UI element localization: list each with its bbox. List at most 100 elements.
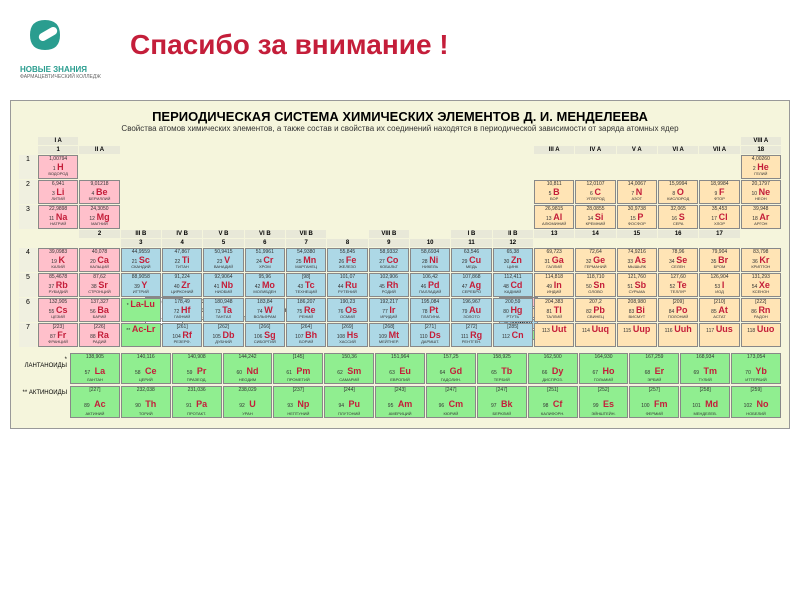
element-Si: 28,085514 SiКРЕМНИЙ xyxy=(575,205,615,229)
element-Tm: 168,93469 TmТУЛИЙ xyxy=(680,353,730,384)
element-Bk: [247]97 BkБЕРКЛИЙ xyxy=(477,386,527,417)
element-Mg: 24,305012 MgМАГНИЙ xyxy=(79,205,119,229)
element-Br: 79,90435 BrБРОМ xyxy=(699,248,739,272)
element-Ar: 39,94818 ArАРГОН xyxy=(741,205,781,229)
element-Re: 186,20775 ReРЕНИЙ xyxy=(286,298,326,322)
element-Tl: 204,38381 TlТАЛЛИЙ xyxy=(534,298,574,322)
element-Kr: 83,79836 KrКРИПТОН xyxy=(741,248,781,272)
element-Ti: 47,86722 TiТИТАН xyxy=(162,248,202,272)
element-Bh: [264]107 BhБОРИЙ xyxy=(286,323,326,347)
element-S: 32,06516 SСЕРА xyxy=(658,205,698,229)
table-title: ПЕРИОДИЧЕСКАЯ СИСТЕМА ХИМИЧЕСКИХ ЭЛЕМЕНТ… xyxy=(19,109,781,124)
element-Os: 190,2376 OsОСМИЙ xyxy=(327,298,367,322)
element-Nb: 92,906441 NbНИОБИЙ xyxy=(203,273,243,297)
element-Cl: 35,45317 ClХЛОР xyxy=(699,205,739,229)
element-Er: 167,25968 ErЭРБИЙ xyxy=(629,353,679,384)
element-Uut: 113 Uut xyxy=(534,323,574,347)
element-Rg: [272]111 RgРЕНТГЕН. xyxy=(451,323,491,347)
element-F: 18,99849 FФТОР xyxy=(699,180,739,204)
element-In: 114,81849 InИНДИЙ xyxy=(534,273,574,297)
element-Uuh: 116 Uuh xyxy=(658,323,698,347)
element-Ra: [226]88 RaРАДИЙ xyxy=(79,323,119,347)
element-Te: 127,6052 TeТЕЛЛУР xyxy=(658,273,698,297)
element-Be: 9,012184 BeБЕРИЛЛИЙ xyxy=(79,180,119,204)
element-I: 126,90453 IИОД xyxy=(699,273,739,297)
actinides-row: ** АКТИНОИДЫ [227]89 AcАКТИНИЙ232,03890 … xyxy=(19,386,781,417)
element-Db: [262]105 DbДУБНИЙ xyxy=(203,323,243,347)
element-N: 14,00677 NАЗОТ xyxy=(617,180,657,204)
element-Se: 78,9634 SeСЕЛЕН xyxy=(658,248,698,272)
element-Fe: 55,84526 FeЖЕЛЕЗО xyxy=(327,248,367,272)
element-Dy: 162,50066 DyДИСПРОЗ. xyxy=(528,353,578,384)
element-Np: [237]93 NpНЕПТУНИЙ xyxy=(273,386,323,417)
element-Sc: 44,955921 ScСКАНДИЙ xyxy=(121,248,161,272)
element-Pd: 106,4246 PdПАЛЛАДИЙ xyxy=(410,273,450,297)
element-Eu: 151,96463 EuЕВРОПИЙ xyxy=(375,353,425,384)
element-Rn: [222]86 RnРАДОН xyxy=(741,298,781,322)
element-Cn: [285]112 Cn xyxy=(493,323,533,347)
element-Es: [252]99 EsЭЙНШТЕЙН. xyxy=(579,386,629,417)
element-Ru: 101,0744 RuРУТЕНИЙ xyxy=(327,273,367,297)
element-Ni: 58,693428 NiНИКЕЛЬ xyxy=(410,248,450,272)
element-Cd: 112,41148 CdКАДМИЙ xyxy=(493,273,533,297)
element-As: 74,921633 AsМЫШЬЯК xyxy=(617,248,657,272)
element-Pa: 231,03691 PaПРОТАКТ. xyxy=(172,386,222,417)
element-Ba: 137,32756 BaБАРИЙ xyxy=(79,298,119,322)
lanthanides-label: * ЛАНТАНОИДЫ xyxy=(19,353,69,384)
element-Ce: 140,11658 CeЦЕРИЙ xyxy=(121,353,171,384)
logo-icon xyxy=(20,10,70,60)
element-Uus: 117 Uus xyxy=(699,323,739,347)
element-Rh: 102,90645 RhРОДИЙ xyxy=(369,273,409,297)
element-No: [259]102 NoНОБЕЛИЙ xyxy=(731,386,781,417)
element-Co: 58,933227 CoКОБАЛЬТ xyxy=(369,248,409,272)
element-Zr: 91,22440 ZrЦИРКОНИЙ xyxy=(162,273,202,297)
element-Yb: 173,05470 YbИТТЕРБИЙ xyxy=(731,353,781,384)
element-C: 12,01076 CУГЛЕРОД xyxy=(575,180,615,204)
element-Uuo: 118 Uuo xyxy=(741,323,781,347)
element-Cu: 63,54629 CuМЕДЬ xyxy=(451,248,491,272)
logo-subtitle: ФАРМАЦЕВТИЧЕСКИЙ КОЛЛЕДЖ xyxy=(20,74,110,80)
element-Pt: 195,08478 PtПЛАТИНА xyxy=(410,298,450,322)
page-title: Спасибо за внимание ! xyxy=(130,29,449,61)
element-Mo: 95,9642 MoМОЛИБДЕН xyxy=(245,273,285,297)
element-Uuq: 114 Uuq xyxy=(575,323,615,347)
element-Na: 22,989811 NaНАТРИЙ xyxy=(38,205,78,229)
element-Ge: 72,6432 GeГЕРМАНИЙ xyxy=(575,248,615,272)
element-Mt: [268]109 MtМЕЙТНЕР. xyxy=(369,323,409,347)
element-Sb: 121,76051 SbСУРЬМА xyxy=(617,273,657,297)
element-Rf: [261]104 RfРЕЗЕРФ. xyxy=(162,323,202,347)
element-Uup: 115 Uup xyxy=(617,323,657,347)
element-P: 30,973815 PФОСФОР xyxy=(617,205,657,229)
element-Bi: 208,98083 BiВИСМУТ xyxy=(617,298,657,322)
element-H: 1,007941 HВОДОРОД xyxy=(38,155,78,179)
element-Am: [243]95 AmАМЕРИЦИЙ xyxy=(375,386,425,417)
element-Hs: [269]108 HsХАССИЙ xyxy=(327,323,367,347)
element-Cr: 51,996124 CrХРОМ xyxy=(245,248,285,272)
element-Pr: 140,90859 PrПРАЗЕОД. xyxy=(172,353,222,384)
element-Hf: 178,4972 HfГАФНИЙ xyxy=(162,298,202,322)
element-Ta: 180,94873 TaТАНТАЛ xyxy=(203,298,243,322)
header: НОВЫЕ ЗНАНИЯ ФАРМАЦЕВТИЧЕСКИЙ КОЛЛЕДЖ Сп… xyxy=(0,0,800,90)
element-Pm: [145]61 PmПРОМЕТИЙ xyxy=(273,353,323,384)
actinides-label: ** АКТИНОИДЫ xyxy=(19,386,69,417)
element-Ca: 40,07820 CaКАЛЬЦИЙ xyxy=(79,248,119,272)
element-Tb: 158,92565 TbТЕРБИЙ xyxy=(477,353,527,384)
element-At: [210]85 AtАСТАТ xyxy=(699,298,739,322)
element-Md: [258]101 MdМЕНДЕЛЕВ. xyxy=(680,386,730,417)
element-U: 238,02992 UУРАН xyxy=(223,386,273,417)
element-Mn: 54,938025 MnМАРГАНЕЦ xyxy=(286,248,326,272)
element-B: 10,8115 BБОР xyxy=(534,180,574,204)
element-Xe: 131,29354 XeКСЕНОН xyxy=(741,273,781,297)
element-Y: 88,905839 YИТТРИЙ xyxy=(121,273,161,297)
element-K: 39,098319 KКАЛИЙ xyxy=(38,248,78,272)
element-grid: I AVIII A1II AIII AIV AV AVI AVII A1811,… xyxy=(19,137,781,347)
element-Ag: 107,86847 AgСЕРЕБРО xyxy=(451,273,491,297)
element-Sg: [266]106 SgСИБОРГИЙ xyxy=(245,323,285,347)
element-Cm: [247]96 CmКЮРИЙ xyxy=(426,386,476,417)
element-Pu: [244]94 PuПЛУТОНИЙ xyxy=(324,386,374,417)
element-Ir: 192,21777 IrИРИДИЙ xyxy=(369,298,409,322)
element-Po: [209]84 PoПОЛОНИЙ xyxy=(658,298,698,322)
element-Ho: 164,93067 HoГОЛЬМИЙ xyxy=(579,353,629,384)
element-Li: 6,9413 LiЛИТИЙ xyxy=(38,180,78,204)
element-Sm: 150,3662 SmСАМАРИЙ xyxy=(324,353,374,384)
